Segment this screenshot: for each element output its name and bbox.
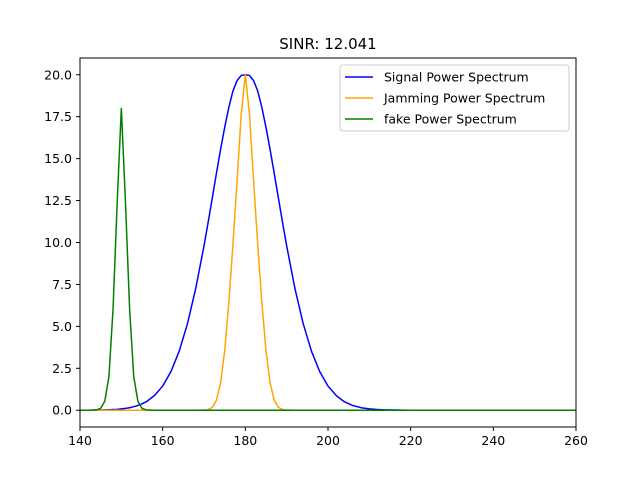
y-tick-label-3: 7.5 xyxy=(52,277,72,292)
y-axis: 0.0 2.5 5.0 7.5 10.0 12.5 15.0 17.5 20.0 xyxy=(44,67,80,418)
x-tick-label-4: 220 xyxy=(399,433,423,448)
y-tick-label-2: 5.0 xyxy=(52,319,72,334)
x-tick-label-5: 240 xyxy=(481,433,505,448)
legend-box xyxy=(339,64,570,132)
series-line-2 xyxy=(80,107,576,411)
y-tick-label-4: 10.0 xyxy=(44,235,72,250)
series-layer xyxy=(80,74,576,411)
y-tick-label-1: 2.5 xyxy=(52,361,72,376)
y-tick-label-0: 0.0 xyxy=(52,403,72,418)
x-tick-label-0: 140 xyxy=(68,433,92,448)
x-axis: 140 160 180 200 220 240 260 xyxy=(68,427,588,448)
series-line-0 xyxy=(80,74,576,411)
legend: Signal Power Spectrum Jamming Power Spect… xyxy=(339,64,570,132)
y-tick-label-5: 12.5 xyxy=(44,193,72,208)
y-tick-label-6: 15.0 xyxy=(44,151,72,166)
legend-label-0: Signal Power Spectrum xyxy=(384,70,529,85)
legend-label-2: fake Power Spectrum xyxy=(384,112,517,127)
y-tick-label-7: 17.5 xyxy=(44,109,72,124)
x-tick-label-2: 180 xyxy=(233,433,257,448)
chart-title: SINR: 12.041 xyxy=(279,35,376,53)
x-tick-label-6: 260 xyxy=(564,433,588,448)
y-tick-label-8: 20.0 xyxy=(44,67,72,82)
x-tick-label-3: 200 xyxy=(316,433,340,448)
legend-label-1: Jamming Power Spectrum xyxy=(383,91,545,106)
x-tick-label-1: 160 xyxy=(151,433,175,448)
